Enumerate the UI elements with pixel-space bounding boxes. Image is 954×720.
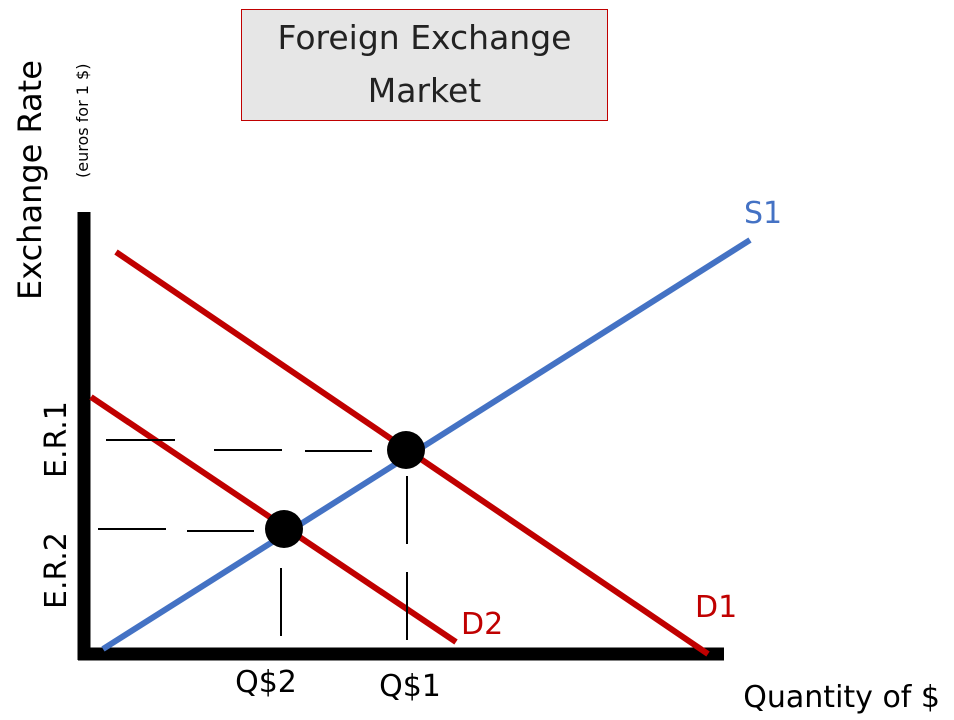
er1-label: E.R.1 — [39, 401, 74, 478]
demand1-label: D1 — [695, 590, 737, 625]
supply-curve-s1 — [103, 240, 750, 649]
guide-er2 — [98, 529, 254, 531]
guide-er1 — [106, 440, 372, 451]
demand2-label: D2 — [461, 607, 503, 642]
q1-label: Q$1 — [379, 669, 441, 704]
q2-label: Q$2 — [235, 665, 297, 700]
y-axis-label: Exchange Rate — [11, 60, 49, 300]
equilibrium-point-2 — [265, 510, 303, 548]
x-axis-label: Quantity of $ — [743, 680, 940, 715]
supply-label: S1 — [744, 196, 782, 231]
er2-label: E.R.2 — [39, 532, 74, 609]
equilibrium-point-1 — [387, 431, 425, 469]
y-axis-sublabel: (euros for 1 $) — [73, 64, 92, 178]
